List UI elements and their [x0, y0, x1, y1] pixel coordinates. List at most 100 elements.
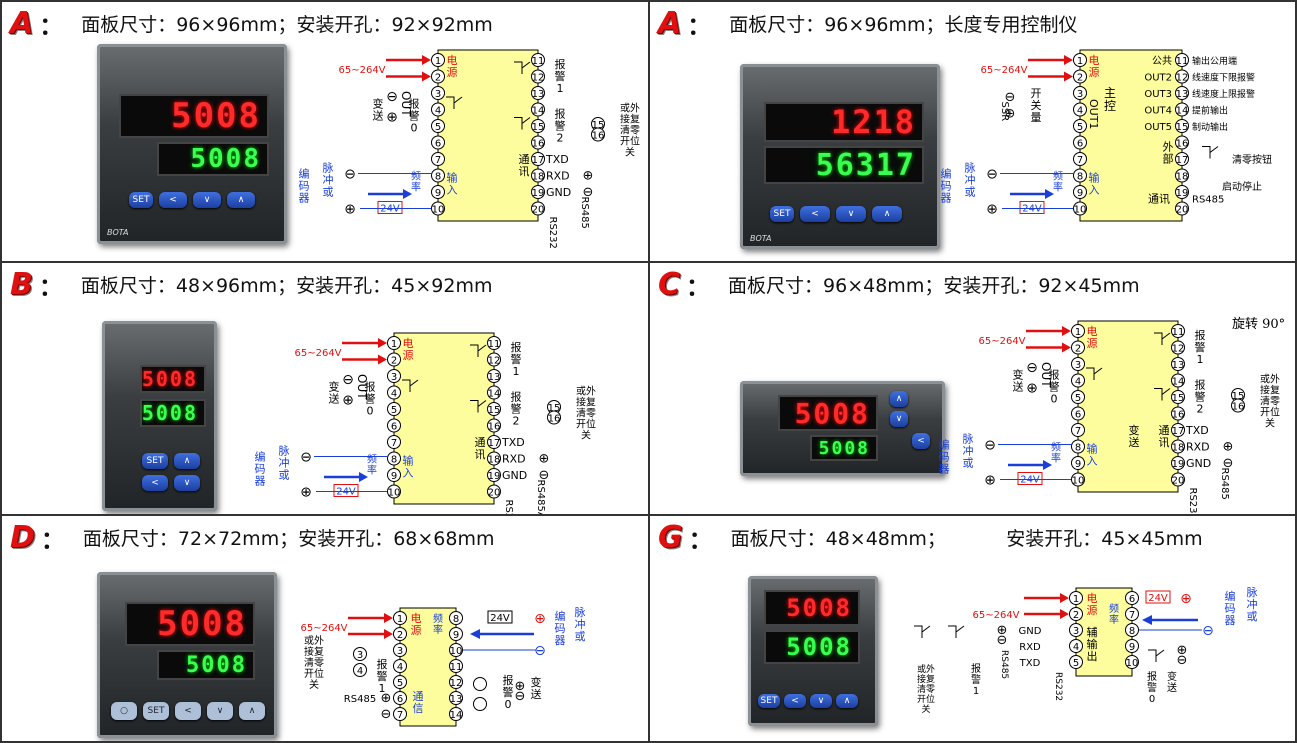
terminal	[353, 663, 367, 677]
terminal	[1175, 119, 1189, 133]
down-key: ∨	[810, 694, 832, 708]
power-voltage: 65~264V	[294, 348, 341, 359]
plus-symbol: ⊕	[344, 202, 356, 218]
minus-symbol: ⊖	[381, 707, 392, 722]
power-arrow-1-head	[378, 338, 387, 348]
alarm0-label: 0	[411, 122, 418, 135]
transmit-label-2: 送	[1129, 435, 1140, 449]
terminal-block	[437, 49, 539, 222]
alarm1-label: 1	[513, 365, 520, 378]
pulse-label: 或	[965, 186, 976, 199]
alarm0-label: 报	[1049, 368, 1060, 382]
transmit-label: 变	[329, 380, 340, 394]
colon: ：	[39, 11, 64, 40]
power-arrow-1-head	[1062, 326, 1071, 336]
terminal	[487, 451, 501, 466]
rs232-label: RS232	[1187, 488, 1198, 517]
terminal-number: 10	[388, 488, 401, 499]
terminal	[487, 435, 501, 449]
plus-symbol: ⊕	[1177, 643, 1188, 658]
terminal-number: 6	[397, 694, 403, 705]
terminal-number: 13	[450, 694, 463, 705]
freq-label: 率	[367, 464, 377, 477]
terminal-number: 1	[435, 56, 441, 67]
brand-logo: BOTA	[107, 228, 129, 237]
alarm0-label: 警	[409, 109, 420, 123]
terminal	[431, 152, 445, 166]
terminal	[1071, 390, 1085, 404]
terminal-number: 3	[391, 372, 397, 383]
terminal	[449, 675, 463, 689]
terminal-number: 20	[1176, 205, 1189, 216]
encoder-label: 器	[255, 475, 266, 488]
comm-label: 信	[413, 702, 424, 715]
freq-label: 率	[1051, 452, 1061, 465]
comm-label: 讯	[519, 165, 530, 178]
down-key: ∨	[836, 206, 866, 222]
pulse-label: 或	[323, 186, 334, 199]
terminal	[487, 468, 501, 482]
pulse-label: 或	[279, 469, 290, 482]
set-key: SET	[143, 702, 169, 720]
cell-g-48x48: G ： 面板尺寸：48×48mm； 安装开孔：45×45mm 5008 5008…	[648, 514, 1297, 743]
terminal-number: 8	[1075, 443, 1081, 454]
terminal-number: 7	[1077, 155, 1083, 166]
start-stop-label: 启动停止	[1222, 180, 1262, 193]
power-label: 源	[403, 348, 414, 362]
terminal-number: 16	[532, 139, 545, 150]
terminal-number: 15	[1176, 122, 1189, 133]
button-row: ○ SET < ∨ ∧	[111, 702, 265, 720]
zero-reset-label: 接复	[1260, 384, 1280, 397]
terminal-number: 2	[1077, 73, 1083, 84]
terminal-number: 6	[1075, 410, 1081, 421]
power-label: 源	[411, 623, 422, 637]
terminal-number: 2	[397, 630, 403, 641]
terminal	[1175, 135, 1189, 150]
terminal	[449, 707, 463, 721]
cell-title: D ： 面板尺寸：72×72mm；安装开孔：68×68mm	[10, 520, 495, 555]
terminal-number: 14	[532, 106, 545, 117]
transmit-label: 送	[531, 687, 542, 701]
clear-button-label: 清零按钮	[1232, 153, 1272, 166]
out-description: 制动输出	[1192, 121, 1228, 133]
terminal	[1069, 639, 1083, 653]
terminal	[1073, 185, 1087, 199]
power-voltage: 65~264V	[978, 336, 1025, 347]
panel-dimensions: 面板尺寸：96×48mm；安装开孔：92×45mm	[728, 274, 1140, 297]
encoder-label: 码	[555, 622, 566, 635]
terminal-number: 18	[1172, 443, 1185, 454]
minus-symbol: ⊖	[1202, 623, 1214, 639]
terminal-number: 14	[488, 389, 501, 400]
terminal-number: 2	[435, 73, 441, 84]
minus-symbol: ⊖	[986, 167, 998, 183]
terminal-number: 16	[548, 414, 561, 425]
encoder-label: 器	[939, 463, 950, 476]
encoder-label: 器	[555, 634, 566, 647]
power-arrow-1-head	[384, 613, 393, 623]
terminal	[431, 69, 445, 84]
on-off-label: 关	[1031, 98, 1042, 112]
wiring-diagram: 1 82 93 104 115 126 137 1465~264V电源或外接复清零开位关34报…	[300, 605, 586, 727]
model-letter: C	[658, 266, 681, 302]
terminal-number: 3	[435, 89, 441, 100]
terminal	[387, 418, 401, 433]
terminal	[431, 53, 445, 67]
terminal	[531, 53, 545, 67]
terminal	[1171, 439, 1185, 454]
cell-title: G ： 面板尺寸：48×48mm； 安装开孔：45×45mm	[658, 520, 1203, 555]
out-terminal-label: OUT5	[1144, 122, 1172, 133]
terminal	[431, 119, 445, 133]
controller-photo: 1218 56317 SET < ∨ ∧ BOTA	[740, 64, 940, 249]
down-key: ∨	[174, 475, 200, 491]
zero-reset-label: 开位	[576, 418, 596, 431]
out-terminal-label: 公共	[1152, 55, 1172, 67]
terminal-number: 11	[532, 56, 545, 67]
terminal-number: 6	[1077, 139, 1083, 150]
encoder-label: 编	[941, 167, 952, 181]
terminal-number: 2	[1073, 610, 1079, 621]
zero-reset-label: 接复	[620, 113, 640, 126]
terminal	[1171, 357, 1185, 371]
alarm2-label: 报	[555, 107, 566, 121]
